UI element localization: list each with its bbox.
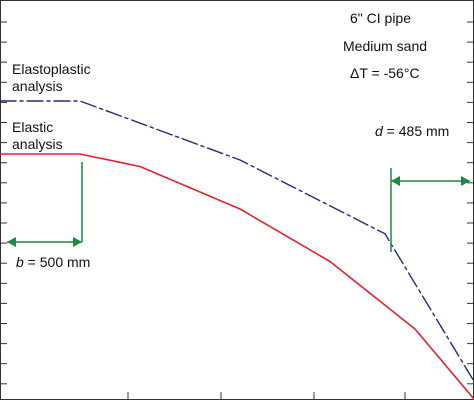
elastoplastic-series-line (0, 100, 474, 382)
elastic-series-line (0, 153, 474, 400)
elastoplastic-label-line-1: Elastoplastic (12, 61, 91, 77)
d-value: = 485 mm (383, 123, 450, 139)
condition-pipe: 6" CI pipe (350, 10, 411, 26)
d-symbol: d (375, 123, 384, 139)
d-dimension-label: d = 485 mm (375, 123, 449, 139)
condition-soil: Medium sand (343, 38, 427, 54)
b-value: = 500 mm (24, 254, 91, 270)
axis-ticks (0, 21, 474, 400)
d-arrowhead-right (461, 176, 470, 186)
b-dimension-annotation (7, 162, 83, 247)
d-arrowhead-left (391, 176, 400, 186)
b-dimension-label: b = 500 mm (16, 254, 90, 270)
elastoplastic-label-line-2: analysis (12, 78, 63, 94)
b-symbol: b (16, 254, 24, 270)
elastic-label-line-1: Elastic (12, 119, 53, 135)
elastic-label-line-2: analysis (12, 136, 63, 152)
b-arrowhead-right (73, 237, 82, 247)
d-dimension-annotation (390, 168, 470, 252)
b-arrowhead-left (7, 237, 16, 247)
condition-delta-t: ΔT = -56°C (350, 65, 420, 81)
